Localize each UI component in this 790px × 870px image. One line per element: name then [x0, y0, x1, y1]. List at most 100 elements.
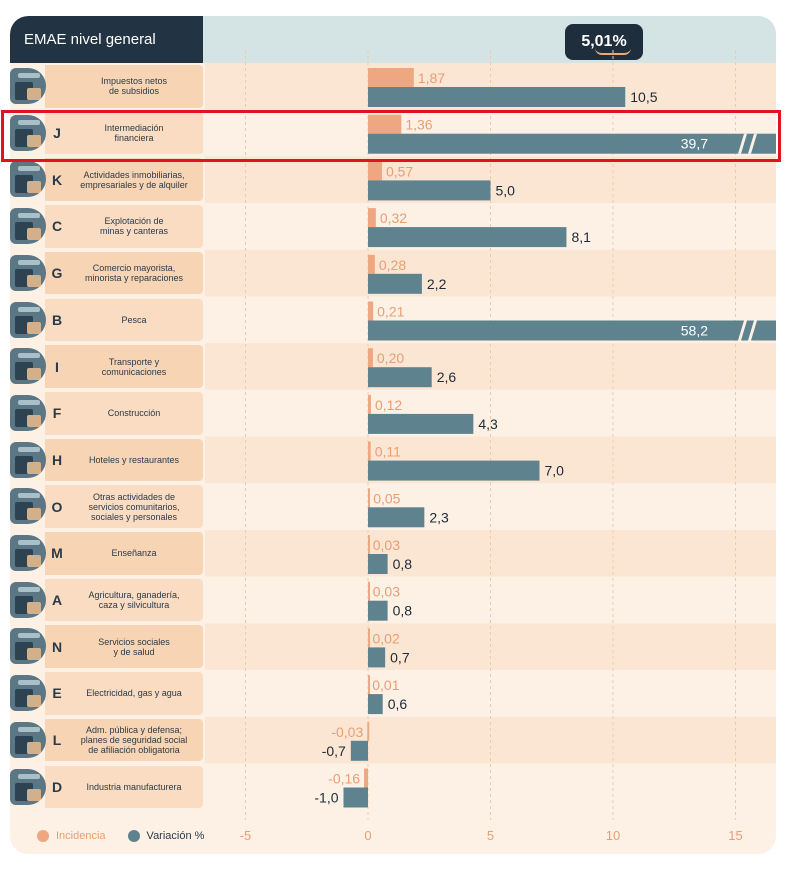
row-label-background	[45, 391, 203, 435]
construction-icon	[10, 394, 46, 431]
row-sector-label: Transporte y comunicaciones	[101, 356, 167, 377]
row-sector-label: Adm. pública y defensa; planes de seguri…	[80, 725, 188, 756]
row-sector-letter: C	[51, 218, 63, 235]
row-sector-letter: K	[51, 171, 63, 188]
variacion-value-label: 39,7	[681, 136, 708, 152]
variacion-bar	[368, 227, 567, 248]
government-icon	[10, 721, 46, 758]
incidencia-value-label: 0,03	[373, 537, 400, 553]
row-sector-label: Pesca	[121, 314, 147, 325]
store-icon	[10, 254, 46, 291]
transport-icon	[10, 348, 46, 385]
variacion-value-label: 2,3	[429, 509, 449, 525]
incidencia-value-label: 0,21	[377, 304, 404, 320]
variacion-value-label: 2,6	[437, 369, 457, 385]
header-title-box: EMAE nivel general	[10, 16, 203, 63]
x-tick-label: 0	[364, 828, 371, 843]
variacion-value-label: 4,3	[478, 416, 498, 432]
variacion-bar	[368, 320, 776, 341]
hotel-icon	[10, 441, 46, 478]
legend-label-incidencia: Incidencia	[56, 830, 106, 842]
row-sector-letter: D	[51, 778, 63, 795]
legend-dot-incidencia	[37, 830, 49, 842]
variacion-bar	[368, 554, 388, 574]
row-label-background	[45, 251, 203, 295]
bank-icon	[10, 114, 46, 151]
total-value-badge: 5,01%	[565, 24, 643, 60]
x-tick-label: 5	[487, 828, 494, 843]
x-tick-label: 10	[606, 828, 620, 843]
legend: Incidencia Variación %	[37, 826, 226, 846]
row-sector-label: Enseñanza	[111, 548, 157, 559]
variacion-bar	[343, 787, 368, 808]
row-label-background	[45, 205, 203, 248]
row-sector-label: Construcción	[107, 408, 161, 419]
row-sector-letter: H	[51, 451, 63, 468]
incidencia-bar	[368, 441, 371, 461]
incidencia-bar	[368, 68, 414, 87]
education-icon	[10, 535, 46, 571]
row-label-background	[45, 765, 203, 809]
incidencia-bar	[368, 675, 370, 695]
row-label-background	[45, 298, 203, 342]
legend-item-variacion: Variación %	[127, 830, 205, 842]
incidencia-value-label: -0,16	[328, 771, 360, 787]
incidencia-value-label: 0,57	[386, 163, 413, 179]
variacion-value-label: 7,0	[545, 463, 565, 479]
row-sector-label: Impuestos netos de subsidios	[100, 76, 168, 97]
row-sector-letter: L	[52, 732, 62, 749]
legend-label-variacion: Variación %	[146, 830, 205, 842]
row-sector-label: Hoteles y restaurantes	[88, 454, 180, 465]
variacion-value-label: 0,8	[393, 556, 413, 572]
axis-break-mark	[738, 320, 747, 341]
incidencia-bar	[368, 208, 376, 228]
real-estate-icon	[10, 161, 46, 198]
chart-title: EMAE nivel general	[24, 31, 156, 48]
incidencia-value-label: 0,20	[377, 350, 404, 366]
row-sector-label: Actividades inmobiliarias, empresariales…	[80, 169, 188, 190]
row-label-background	[45, 111, 203, 155]
variacion-bar	[368, 600, 388, 621]
row-sector-label: Intermediación financiera	[104, 123, 164, 144]
incidencia-bar	[368, 301, 374, 321]
badge-swoosh	[595, 48, 631, 55]
row-label-background	[45, 625, 203, 669]
variacion-value-label: 0,6	[388, 696, 408, 712]
agriculture-icon	[10, 581, 46, 618]
row-sector-label: Comercio mayorista, minorista y reparaci…	[84, 263, 184, 284]
row-label-background	[45, 65, 203, 108]
incidencia-bar	[368, 254, 375, 274]
variacion-bar	[368, 133, 776, 154]
incidencia-value-label: 0,12	[375, 397, 402, 413]
variacion-value-label: 0,8	[393, 603, 413, 619]
incidencia-bar	[368, 394, 371, 414]
row-label-background	[45, 438, 203, 482]
row-sector-letter: I	[55, 358, 59, 375]
incidencia-bar	[368, 161, 382, 181]
variacion-value-label: 5,0	[496, 182, 516, 198]
variacion-bar	[368, 507, 425, 528]
row-sector-label: Explotación de minas y canteras	[99, 216, 169, 237]
incidencia-value-label: 0,11	[375, 444, 401, 460]
incidencia-value-label: 0,32	[380, 210, 407, 226]
incidencia-bar	[368, 488, 370, 508]
variacion-value-label: -1,0	[314, 790, 338, 806]
tax-icon	[10, 68, 46, 104]
incidencia-value-label: 0,02	[372, 630, 399, 646]
row-label-background	[45, 578, 203, 622]
fish-icon	[10, 301, 46, 338]
variacion-bar	[350, 740, 368, 761]
incidencia-bar	[368, 628, 370, 648]
incidencia-value-label: 0,05	[373, 490, 400, 506]
row-label-background	[45, 672, 203, 715]
incidencia-value-label: 0,03	[373, 584, 400, 600]
row-sector-letter: A	[51, 592, 63, 609]
incidencia-bar	[368, 535, 370, 554]
variacion-bar	[368, 367, 432, 388]
total-value: 5,01%	[581, 33, 627, 50]
row-label-background	[45, 485, 203, 528]
variacion-value-label: 8,1	[571, 229, 591, 245]
variacion-bar	[368, 413, 474, 434]
header-band	[203, 16, 776, 63]
row-sector-letter: F	[52, 405, 62, 422]
